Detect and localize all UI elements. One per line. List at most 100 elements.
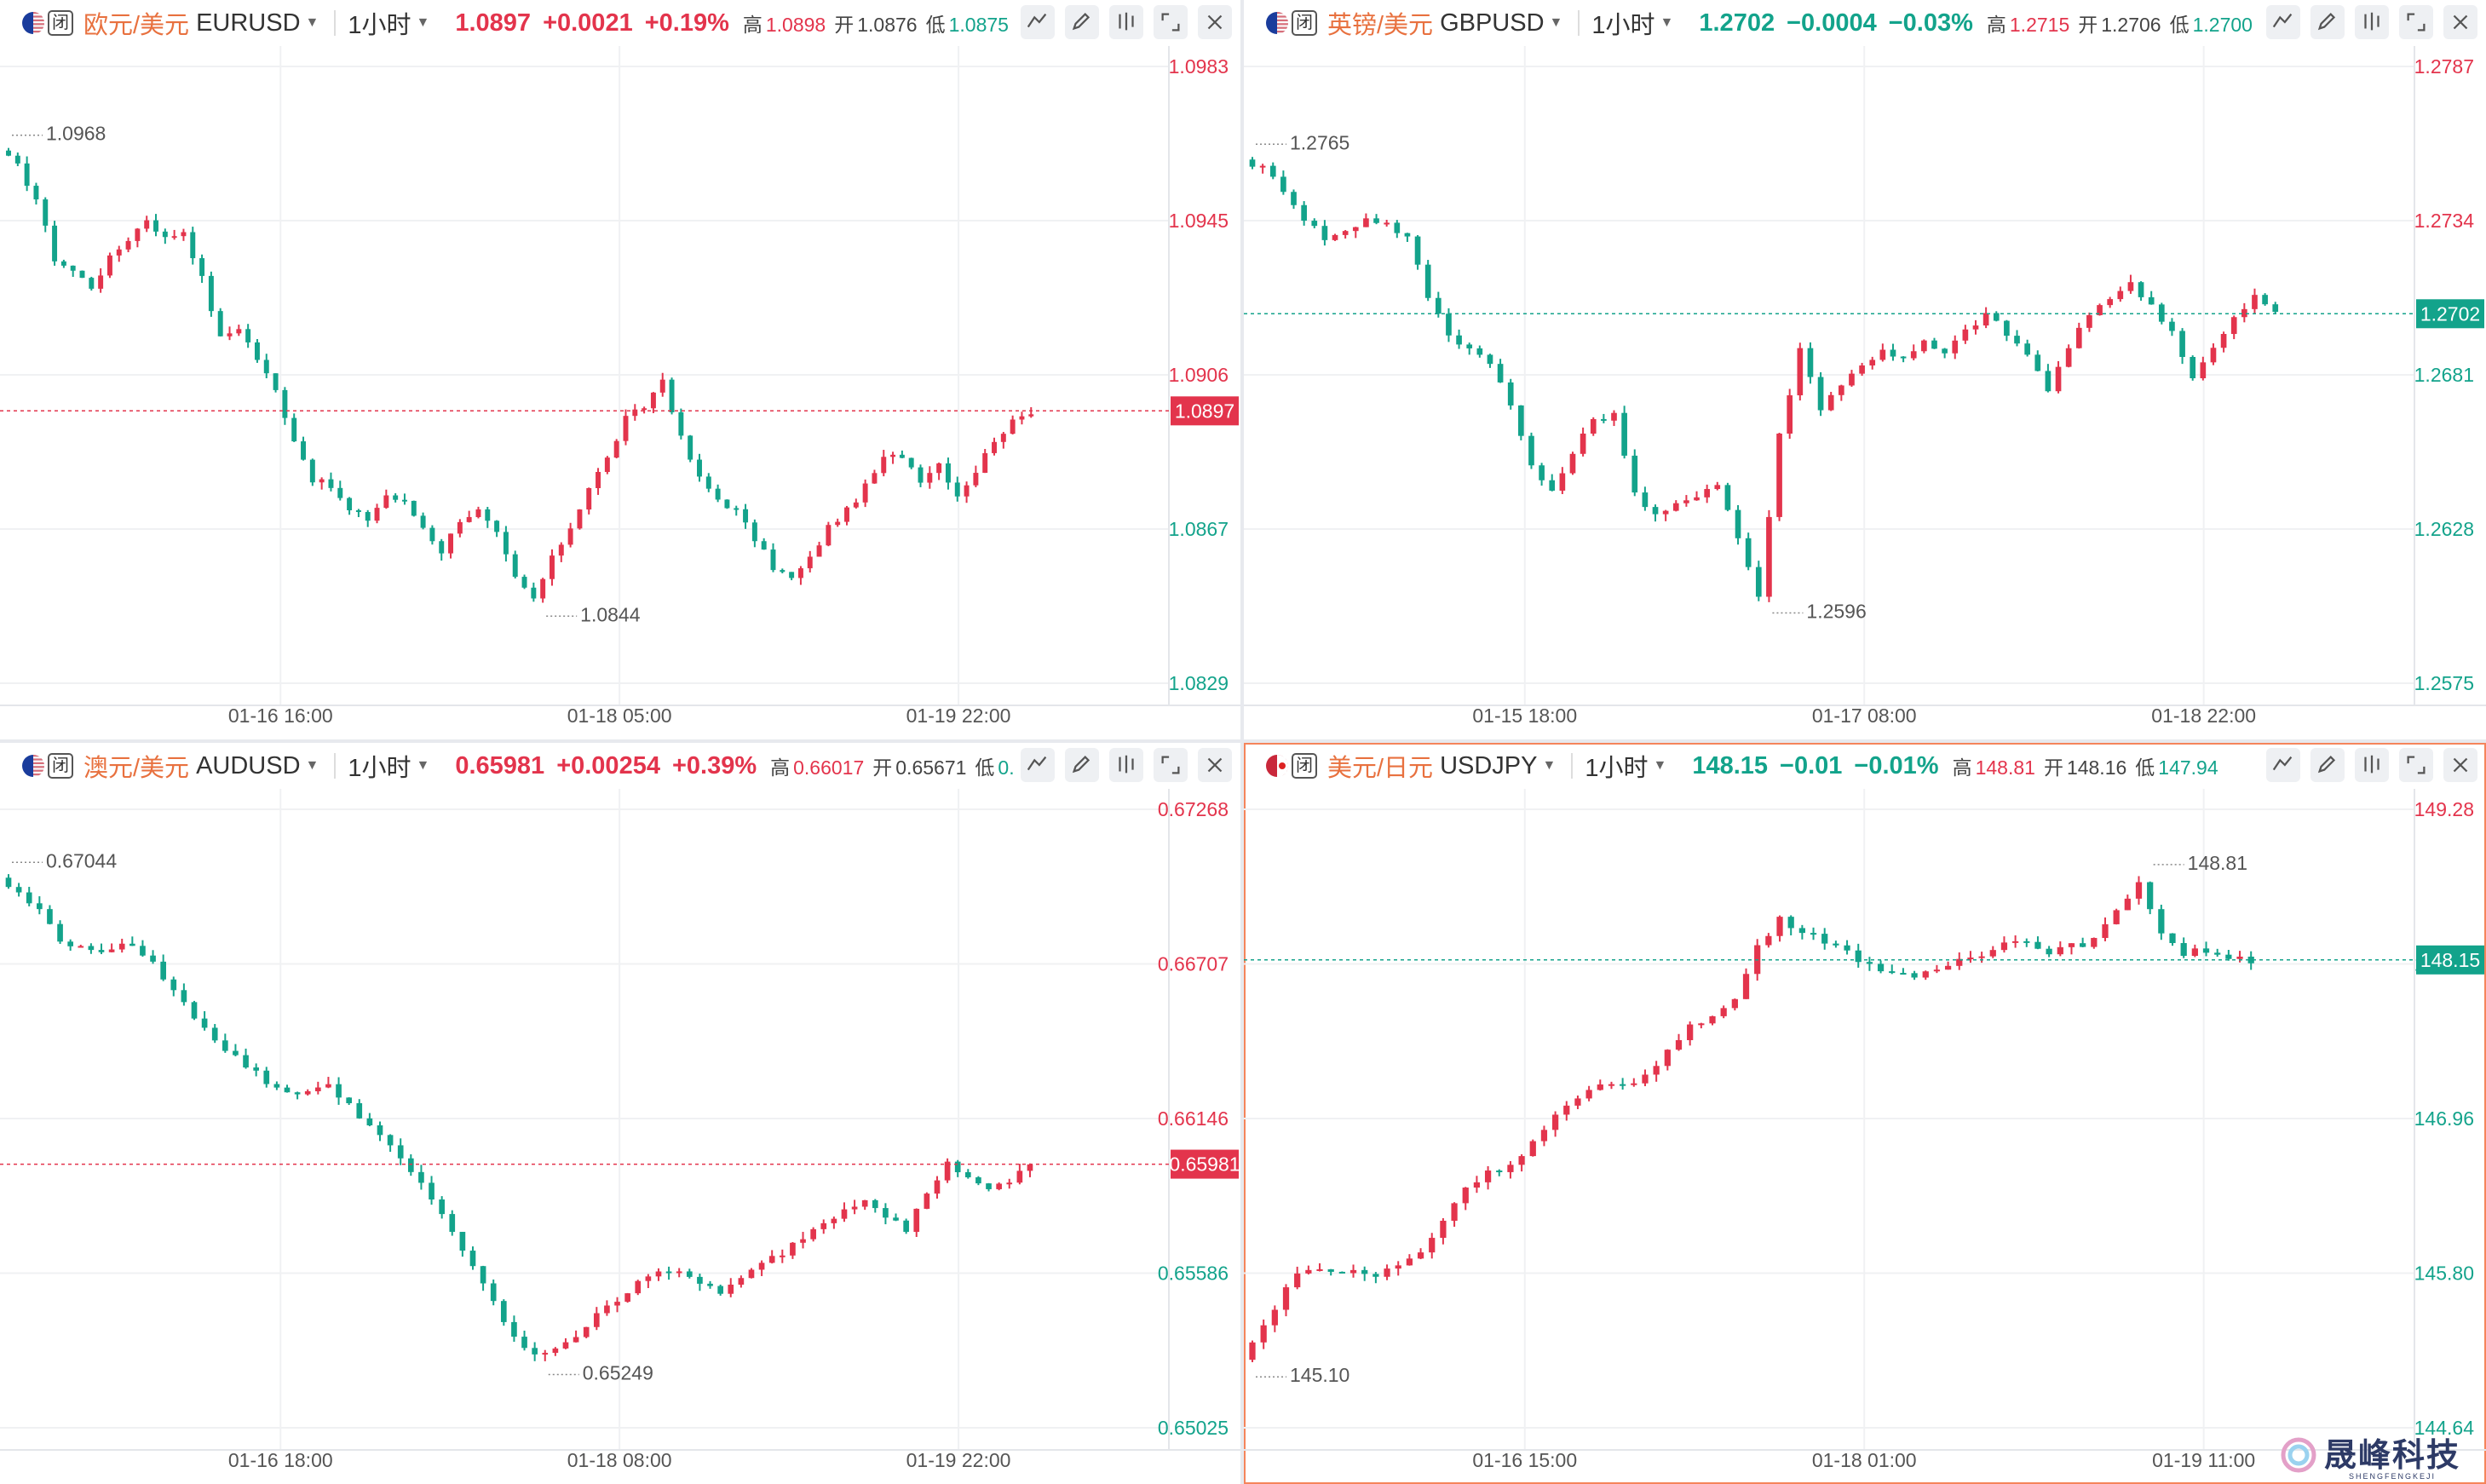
symbol-name-cn[interactable]: 欧元/美元 — [83, 12, 190, 39]
close-button[interactable] — [1198, 5, 1232, 39]
symbol-code[interactable]: EURUSD — [196, 9, 301, 37]
candle — [707, 1280, 713, 1289]
candle — [2220, 331, 2227, 353]
candle — [751, 519, 757, 548]
timeframe-selector[interactable]: 1小时 — [1591, 12, 1655, 39]
indicator-button[interactable] — [1021, 748, 1055, 782]
candle — [717, 1284, 723, 1296]
expand-button[interactable] — [1154, 5, 1188, 39]
expand-icon — [2407, 756, 2426, 774]
candle — [1414, 234, 1421, 270]
ohl-label-2: 低 — [2169, 14, 2190, 36]
candle — [439, 1196, 445, 1219]
candle — [1972, 319, 1979, 335]
candle — [724, 499, 730, 509]
ohl-value-1: 1.2706 — [2101, 14, 2161, 36]
candle — [816, 541, 822, 557]
candle — [89, 276, 95, 291]
candlestick-chart[interactable]: 1.0983 1.0945 1.0906 1.0867 1.0829 01-16 16:0… — [0, 46, 1240, 739]
candlestick-button[interactable] — [2355, 5, 2389, 39]
expand-button[interactable] — [2399, 5, 2433, 39]
symbol-code[interactable]: AUDUSD — [196, 751, 301, 779]
candlestick-button[interactable] — [2355, 748, 2389, 782]
timeframe-dropdown-chevron-icon[interactable]: ▼ — [416, 15, 430, 30]
symbol-name-cn[interactable]: 澳元/美元 — [83, 755, 190, 782]
indicator-icon — [2272, 756, 2293, 771]
candle — [429, 525, 435, 545]
y-axis-tick-label: 1.0867 — [1169, 518, 1229, 540]
symbol-name-cn[interactable]: 英镑/美元 — [1327, 12, 1434, 39]
candlestick-button[interactable] — [1109, 748, 1143, 782]
pencil-button[interactable] — [1065, 748, 1099, 782]
candle — [2080, 937, 2086, 947]
expand-button[interactable] — [2399, 748, 2433, 782]
candle — [420, 512, 426, 530]
symbol-code[interactable]: USDJPY — [1440, 751, 1538, 779]
chart-panel-gbpusd[interactable]: 闭英镑/美元 GBPUSD ▼ 1小时 ▼ 1.2702 −0.0004 −0.03% 高 1.2… — [1244, 0, 2486, 739]
chart-panel-usdjpy[interactable]: 闭美元/日元 USDJPY ▼ 1小时 ▼ 148.15 −0.01 −0.01% 高 148.8… — [1244, 743, 2486, 1484]
candlestick-button[interactable] — [1109, 5, 1143, 39]
indicator-button[interactable] — [2266, 748, 2300, 782]
y-axis-tick-label: 1.2628 — [2414, 518, 2474, 540]
candle — [2135, 876, 2143, 905]
candle — [899, 450, 905, 458]
candle — [459, 1231, 466, 1257]
candle — [1776, 915, 1783, 942]
candle — [1440, 1217, 1447, 1245]
candle — [140, 940, 146, 957]
candle — [697, 1274, 703, 1291]
candle — [1890, 343, 1896, 361]
timeframe-dropdown-chevron-icon[interactable]: ▼ — [1653, 758, 1667, 773]
candle — [944, 1158, 951, 1183]
ohl-value-1: 1.0876 — [857, 14, 918, 36]
expand-button[interactable] — [1154, 748, 1188, 782]
timeframe-dropdown-chevron-icon[interactable]: ▼ — [1660, 15, 1674, 30]
chart-panel-audusd[interactable]: 闭澳元/美元 AUDUSD ▼ 1小时 ▼ 0.65981 +0.00254 +0.39% 高 0… — [0, 743, 1240, 1484]
ohl-value-2: 147.94 — [2158, 756, 2218, 779]
close-button[interactable] — [1198, 748, 1232, 782]
y-axis-tick-label: 1.0983 — [1169, 55, 1229, 78]
candlestick-chart[interactable]: 1.2787 1.2734 1.2681 1.2628 1.2575 01-15 18:0… — [1244, 46, 2486, 739]
y-axis-tick-label: 1.2575 — [2414, 672, 2474, 694]
symbol-dropdown-chevron-icon[interactable]: ▼ — [305, 15, 319, 30]
logo-icon — [2281, 1437, 2316, 1472]
indicator-button[interactable] — [2266, 5, 2300, 39]
candle — [2241, 302, 2247, 323]
candle — [820, 1219, 827, 1234]
candle — [1911, 970, 1918, 981]
close-button[interactable] — [2443, 748, 2477, 782]
symbol-dropdown-chevron-icon[interactable]: ▼ — [1549, 15, 1563, 30]
pencil-button[interactable] — [2310, 748, 2345, 782]
candle — [319, 477, 325, 490]
symbol-code[interactable]: GBPUSD — [1440, 9, 1545, 37]
candle — [2147, 881, 2154, 915]
candle — [1551, 1111, 1559, 1137]
chart-panel-eurusd[interactable]: 闭欧元/美元 EURUSD ▼ 1小时 ▼ 1.0897 +0.0021 +0.19% 高 1.0… — [0, 0, 1240, 739]
candle — [1776, 433, 1782, 521]
candlestick-chart[interactable]: 0.672680.667070.661460.655860.6502501-16… — [0, 789, 1240, 1484]
indicator-button[interactable] — [1021, 5, 1055, 39]
symbol-dropdown-chevron-icon[interactable]: ▼ — [1542, 758, 1557, 773]
candle — [797, 566, 803, 585]
timeframe-selector[interactable]: 1小时 — [348, 755, 411, 782]
candle — [532, 1342, 538, 1361]
timeframe-dropdown-chevron-icon[interactable]: ▼ — [416, 758, 430, 773]
timeframe-selector[interactable]: 1小时 — [1585, 755, 1649, 782]
pencil-button[interactable] — [2310, 5, 2345, 39]
candle — [393, 492, 399, 503]
pencil-button[interactable] — [1065, 5, 1099, 39]
timeframe-selector[interactable]: 1小时 — [348, 12, 411, 39]
symbol-dropdown-chevron-icon[interactable]: ▼ — [305, 758, 319, 773]
ohl-label-2: 低 — [925, 14, 946, 36]
candle — [890, 452, 896, 464]
candle — [490, 1279, 497, 1306]
candle — [604, 456, 610, 475]
candle — [1507, 1160, 1514, 1179]
close-button[interactable] — [2443, 5, 2477, 39]
price-change: −0.01 — [1780, 751, 1843, 779]
symbol-name-cn[interactable]: 美元/日元 — [1327, 755, 1434, 782]
candle — [1271, 1305, 1278, 1332]
indicator-icon — [2272, 13, 2293, 28]
candle — [1967, 951, 1974, 963]
